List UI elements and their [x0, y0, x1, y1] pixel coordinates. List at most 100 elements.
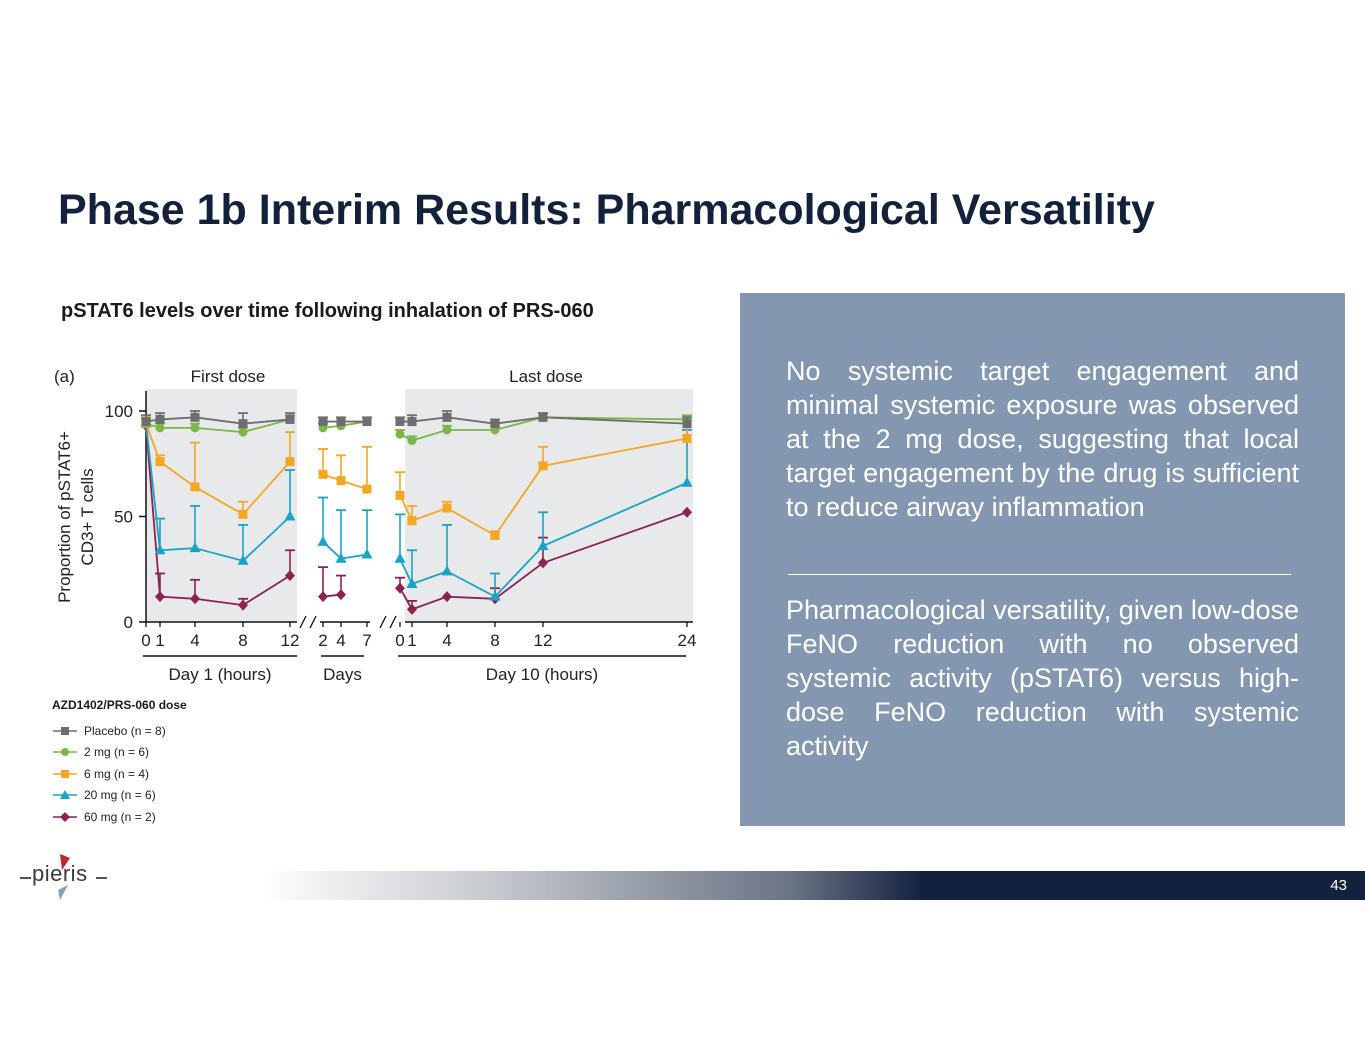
slide-title: Phase 1b Interim Results: Pharmacologica…	[58, 186, 1155, 234]
series-1-point-13	[682, 419, 692, 429]
legend-label-1: Placebo (n = 8)	[84, 723, 166, 738]
series-5-point-13	[682, 506, 692, 518]
series-1-point-6	[336, 417, 346, 427]
legend-label-5: 60 mg (n = 2)	[84, 809, 156, 824]
y-tick-label-50: 50	[114, 508, 133, 527]
segment-label-1: Day 1 (hours)	[169, 665, 272, 684]
axis-break-1b	[309, 615, 317, 629]
series-5-point-5	[318, 591, 328, 603]
series-5-point-1	[155, 591, 165, 603]
x-tick-label-2: 4	[190, 631, 199, 650]
series-4-line-3	[399, 481, 688, 598]
series-2-point-8	[395, 429, 405, 439]
legend-item-5: 60 mg (n = 2)	[52, 806, 272, 828]
segment-label-3: Day 10 (hours)	[486, 665, 598, 684]
series-2-point-2	[190, 423, 200, 433]
series-2-point-10	[442, 425, 452, 435]
series-4-point-10	[441, 565, 453, 576]
footer-bar	[260, 871, 1365, 900]
legend-item-4: 20 mg (n = 6)	[52, 785, 272, 807]
logo-dash-left	[20, 877, 31, 879]
series-4-point-8	[394, 552, 406, 563]
series-4-point-6	[335, 552, 347, 563]
x-tick-label-12: 12	[534, 631, 553, 650]
legend-item-2: 2 mg (n = 6)	[52, 742, 272, 764]
series-1-point-7	[362, 417, 372, 427]
series-5-point-6	[336, 589, 346, 601]
series-4-point-4	[284, 510, 296, 521]
x-tick-label-5: 2	[318, 631, 327, 650]
series-4-point-13	[681, 476, 693, 487]
shade-last-dose	[405, 389, 693, 622]
axis-break-2a	[379, 615, 387, 629]
x-tick-label-10: 4	[442, 631, 451, 650]
x-tick-label-7: 7	[362, 631, 371, 650]
pieris-logo-mark	[58, 854, 70, 900]
series-4-point-7	[361, 548, 373, 559]
logo-text: pieris	[32, 861, 88, 886]
series-5-point-2	[190, 593, 200, 605]
axis-break-1a	[299, 615, 307, 629]
x-tick-label-8: 0	[395, 631, 404, 650]
series-4-point-1	[154, 544, 166, 555]
y-tick-label-100: 100	[105, 402, 133, 421]
series-1-point-8	[395, 417, 405, 427]
series-5-line-3	[399, 511, 688, 611]
segment-label-2: Days	[323, 665, 362, 684]
series-2-point-1	[155, 423, 165, 433]
legend-marker-3	[53, 769, 77, 778]
pieris-logo: pieris	[20, 852, 120, 902]
axis-break-2b	[389, 615, 397, 629]
series-3-point-7	[362, 484, 372, 494]
series-3-point-4	[285, 457, 295, 467]
series-4-point-3	[237, 554, 249, 565]
series-3-point-12	[538, 461, 548, 471]
series-4-point-9	[406, 578, 418, 589]
series-4-point-5	[317, 535, 329, 546]
series-3-point-13	[682, 433, 692, 443]
series-2-point-9	[407, 436, 417, 446]
legend-label-3: 6 mg (n = 4)	[84, 766, 150, 781]
series-3-point-9	[407, 516, 417, 526]
series-1-point-2	[190, 412, 200, 422]
series-4-point-11	[489, 590, 501, 601]
legend-marker-4	[53, 790, 77, 800]
series-4-line-2	[322, 541, 368, 560]
x-tick-label-9: 1	[407, 631, 416, 650]
series-3-point-11	[490, 530, 500, 540]
info-paragraph-1: No systemic target engagement and minima…	[786, 356, 1299, 522]
x-tick-label-4: 12	[281, 631, 300, 650]
series-5-point-8	[395, 582, 405, 594]
chart-heading: pSTAT6 levels over time following inhala…	[61, 300, 594, 322]
legend-title: AZD1402/PRS-060 dose	[52, 698, 187, 712]
panel-label: (a)	[54, 367, 75, 386]
series-1-point-5	[318, 417, 328, 427]
series-5-point-12	[538, 557, 548, 569]
series-2-point-3	[238, 427, 248, 437]
series-1-point-0	[141, 417, 151, 427]
x-tick-label-11: 8	[490, 631, 499, 650]
series-1-point-4	[285, 414, 295, 424]
x-tick-label-1: 1	[155, 631, 164, 650]
legend-marker-2	[53, 748, 77, 757]
info-divider	[788, 574, 1291, 575]
series-1-point-1	[155, 414, 165, 424]
legend-item-1: Placebo (n = 8)	[52, 720, 272, 742]
series-3-point-2	[190, 482, 200, 492]
series-4-point-12	[537, 540, 549, 551]
x-tick-label-3: 8	[238, 631, 247, 650]
series-3-point-8	[395, 490, 405, 500]
series-1-point-3	[238, 419, 248, 429]
series-3-point-3	[238, 509, 248, 519]
series-5-point-3	[238, 599, 248, 611]
legend-marker-5	[53, 811, 77, 822]
label-first-dose: First dose	[191, 367, 266, 386]
series-5-point-10	[442, 591, 452, 603]
series-1-point-10	[442, 412, 452, 422]
legend-marker-1	[53, 726, 77, 735]
series-5-point-4	[285, 570, 295, 582]
page-number: 43	[1330, 877, 1347, 894]
series-1-point-11	[490, 419, 500, 429]
series-5-point-9	[407, 603, 417, 615]
